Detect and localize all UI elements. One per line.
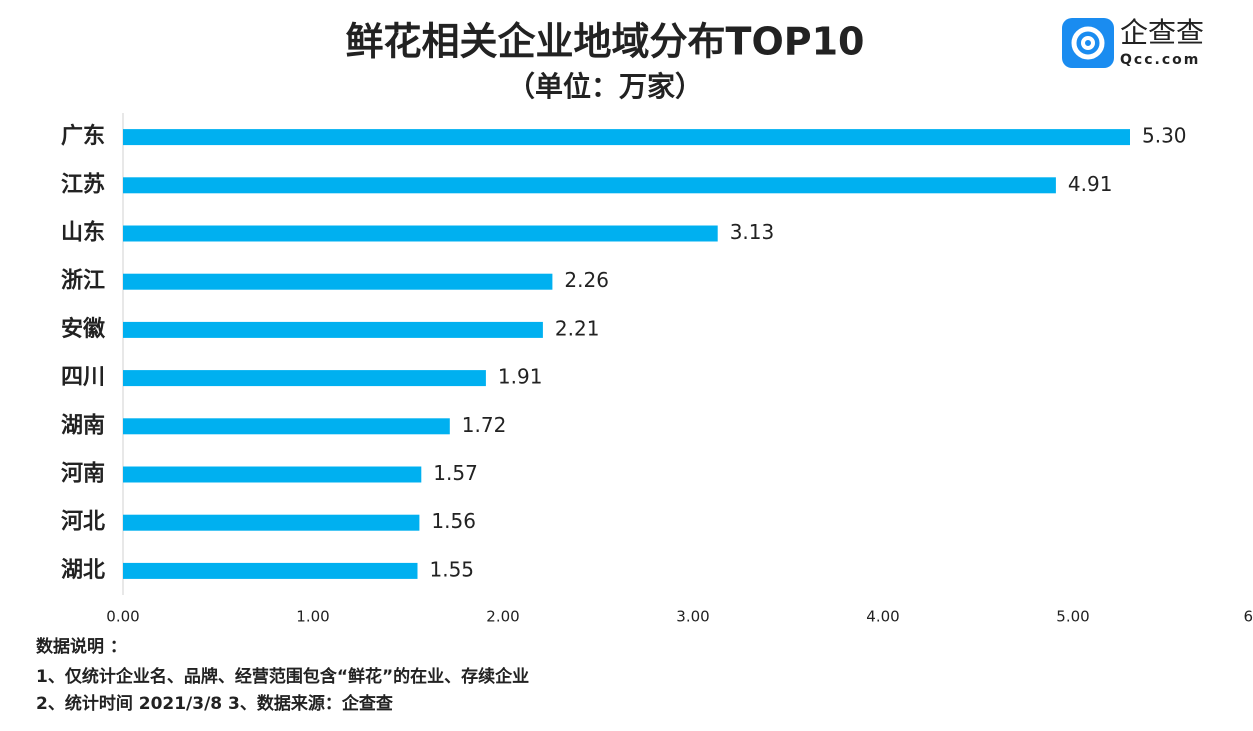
- y-tick-label: 浙江: [61, 269, 105, 294]
- bar: [123, 177, 1056, 194]
- x-tick-label: 2.00: [486, 608, 519, 626]
- x-tick-label: 6: [1243, 608, 1253, 626]
- value-label: 2.26: [564, 268, 609, 292]
- x-tick-label: 0.00: [106, 608, 139, 626]
- y-tick-label: 四川: [61, 365, 105, 390]
- y-tick-label: 广东: [61, 123, 105, 149]
- bar: [123, 273, 553, 290]
- bar: [123, 562, 418, 579]
- bar: [123, 514, 420, 531]
- bar: [123, 321, 543, 338]
- value-label: 3.13: [730, 220, 775, 244]
- logo-name: 企查查: [1120, 16, 1204, 49]
- logo-dot: [1081, 36, 1095, 50]
- logo-url: Qcc.com: [1120, 52, 1200, 68]
- bar: [123, 466, 422, 483]
- chart-subtitle: （单位：万家）: [507, 70, 703, 103]
- logo-icon: [1062, 18, 1114, 68]
- value-label: 1.57: [433, 461, 478, 485]
- y-tick-label: 安徽: [61, 316, 106, 342]
- note: 数据说明 ：: [36, 636, 127, 657]
- value-label: 2.21: [555, 316, 600, 340]
- x-tick-label: 1.00: [296, 608, 329, 626]
- note: 1、仅统计企业名、品牌、经营范围包含“鲜花”的在业、存续企业: [36, 666, 529, 687]
- note: 2、统计时间 2021/3/8 3、数据来源：企查查: [36, 693, 394, 714]
- y-tick-label: 湖北: [61, 558, 105, 583]
- value-label: 5.30: [1142, 124, 1187, 148]
- logo-ring: [1071, 26, 1105, 60]
- value-label: 1.91: [498, 365, 543, 389]
- bar: [123, 129, 1130, 146]
- x-tick-label: 5.00: [1056, 608, 1089, 626]
- logo: 企查查 Qcc.com: [1062, 16, 1204, 68]
- value-label: 4.91: [1068, 172, 1113, 196]
- bar: [123, 370, 486, 387]
- chart-title: 鲜花相关企业地域分布TOP10: [346, 20, 865, 64]
- y-tick-label: 山东: [61, 220, 105, 246]
- value-label: 1.56: [431, 509, 476, 533]
- value-label: 1.72: [462, 413, 507, 437]
- y-tick-label: 江苏: [61, 171, 105, 197]
- y-tick-label: 河北: [61, 510, 105, 535]
- y-tick-label: 河南: [61, 462, 105, 487]
- value-label: 1.55: [430, 557, 475, 581]
- y-tick-label: 湖南: [61, 413, 105, 438]
- bar: [123, 225, 718, 242]
- bar: [123, 418, 450, 435]
- x-tick-label: 3.00: [676, 608, 709, 626]
- x-tick-label: 4.00: [866, 608, 899, 626]
